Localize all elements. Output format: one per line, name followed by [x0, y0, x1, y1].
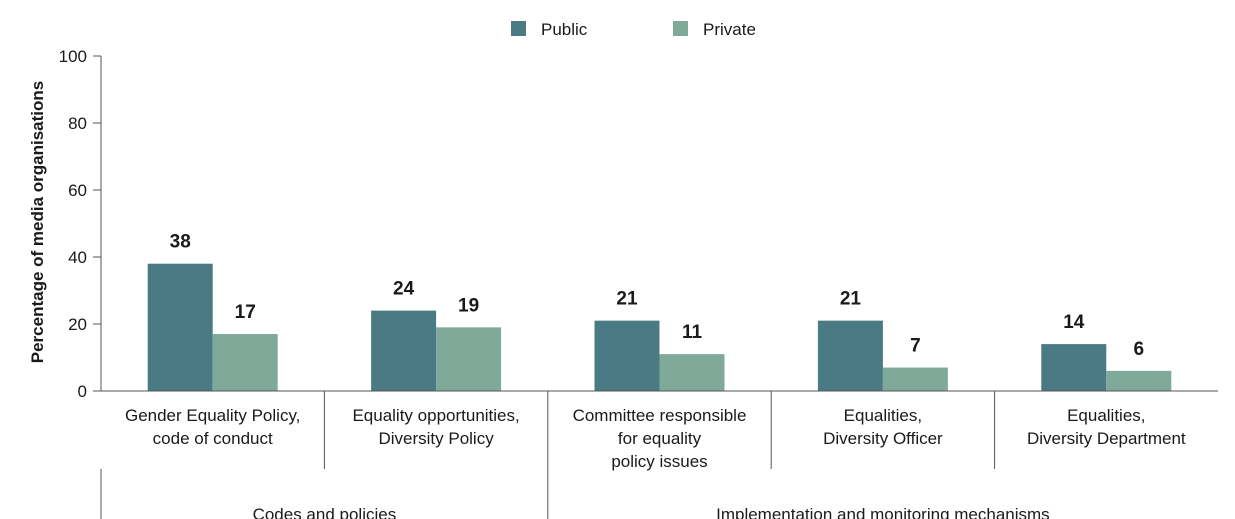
- bar-public: [594, 320, 660, 391]
- y-tick-label: 20: [68, 315, 87, 334]
- bar-private: [659, 354, 725, 391]
- legend-label-private: Private: [703, 20, 756, 39]
- y-axis-title: Percentage of media organisations: [28, 81, 47, 363]
- data-label-public: 38: [170, 232, 191, 253]
- bar-private: [436, 327, 502, 391]
- data-label-public: 21: [840, 289, 862, 310]
- data-label-private: 11: [682, 322, 703, 343]
- y-tick-label: 60: [68, 181, 87, 200]
- y-tick-label: 0: [78, 382, 87, 401]
- legend-swatch-private: [673, 21, 688, 36]
- x-group-label: Implementation and monitoring mechanisms: [716, 505, 1050, 519]
- x-group-label: Codes and policies: [253, 505, 397, 519]
- x-category-label: Equalities, Diversity Department: [1027, 406, 1186, 448]
- data-label-private: 17: [235, 302, 256, 323]
- y-tick-label: 40: [68, 248, 87, 267]
- y-axis: 0 20 40 60 80 100: [59, 47, 102, 401]
- bar-private: [1106, 370, 1172, 391]
- bar-private: [212, 334, 278, 391]
- bar-public: [1041, 344, 1107, 391]
- legend-swatch-public: [511, 21, 526, 36]
- bar-private: [882, 367, 948, 391]
- data-label-private: 19: [458, 295, 479, 316]
- bar-public: [147, 263, 213, 391]
- x-category-label: Equalities, Diversity Officer: [823, 406, 943, 448]
- x-category-label: Equality opportunities, Diversity Policy: [352, 406, 519, 448]
- y-tick-label: 80: [68, 114, 87, 133]
- data-label-public: 24: [393, 279, 415, 300]
- data-label-public: 21: [616, 289, 638, 310]
- x-category-label: Gender Equality Policy, code of conduct: [125, 406, 300, 448]
- data-label-public: 14: [1063, 312, 1085, 333]
- bar-public: [817, 320, 883, 391]
- chart-legend: Public Private: [511, 20, 756, 39]
- x-category-label: Committee responsible for equality policy …: [573, 406, 747, 471]
- x-axis: Gender Equality Policy, code of conduct Eq…: [100, 390, 1218, 519]
- bars: 38 17 24 19 21 11 21 7 14 6: [147, 232, 1172, 391]
- bar-public: [371, 310, 437, 391]
- legend-label-public: Public: [541, 20, 588, 39]
- data-label-private: 7: [910, 336, 921, 357]
- y-tick-label: 100: [59, 47, 87, 66]
- data-label-private: 6: [1134, 339, 1145, 360]
